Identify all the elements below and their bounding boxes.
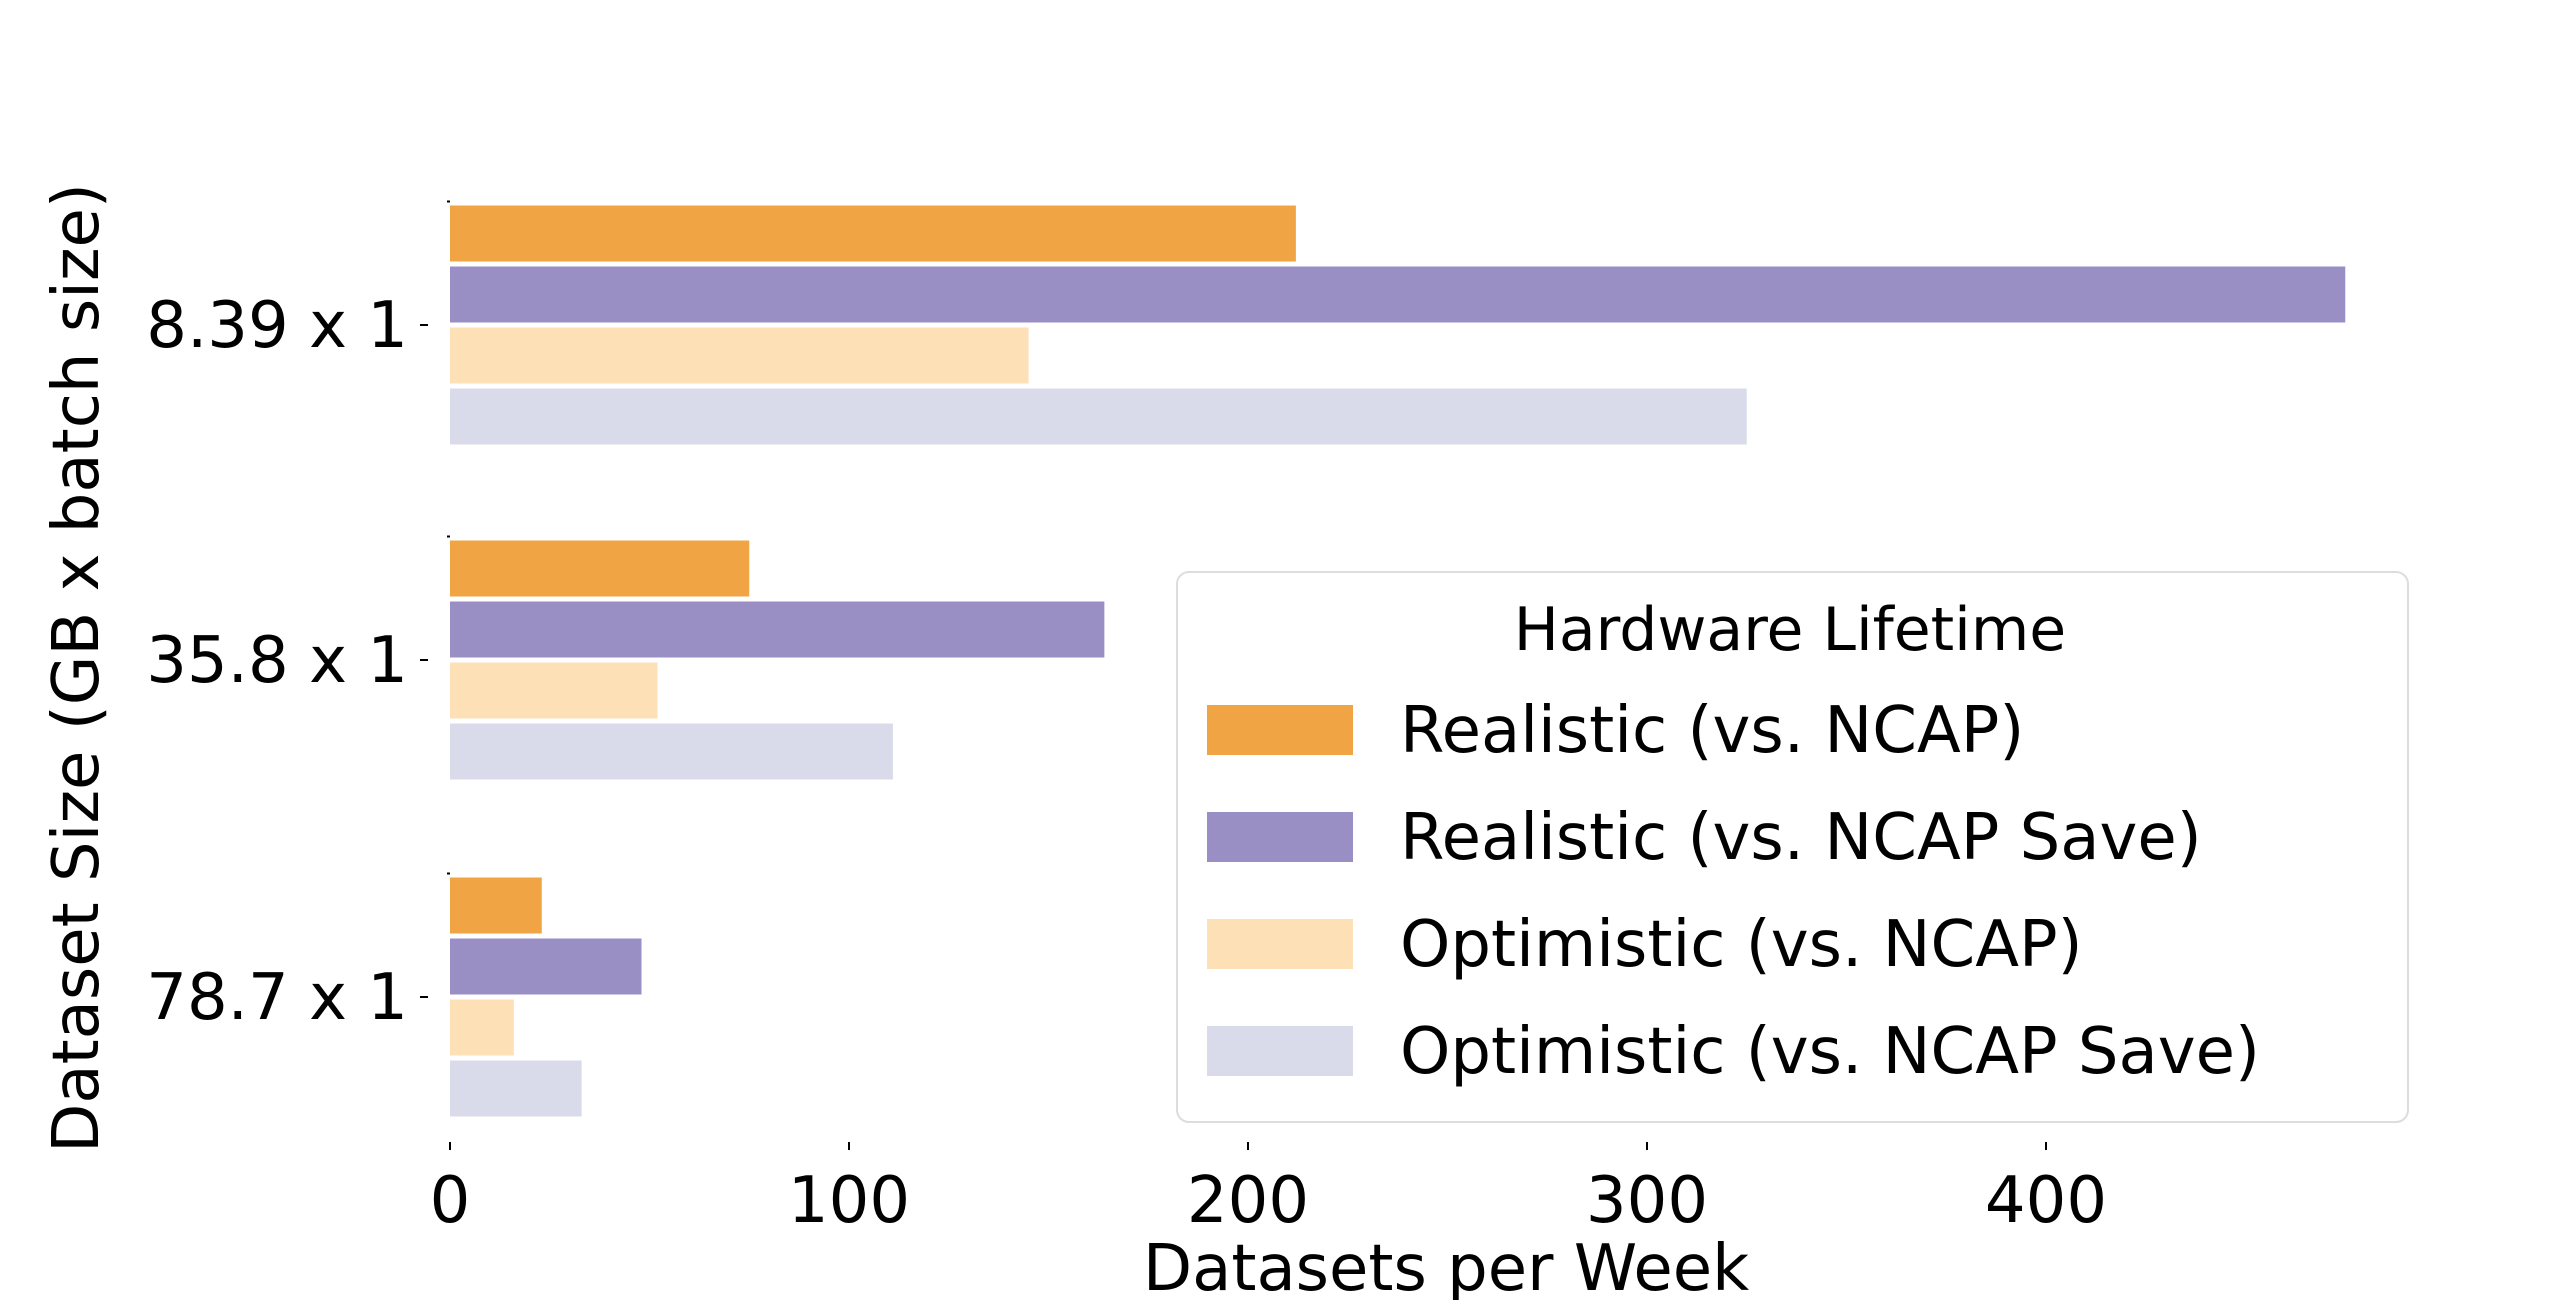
bar-1-2 <box>450 540 750 597</box>
bars-layer <box>450 205 2346 1117</box>
bar-2-3 <box>450 938 642 995</box>
legend-swatch <box>1207 812 1353 862</box>
x-tick-label: 300 <box>1586 1164 1708 1238</box>
legend: Hardware Lifetime Realistic (vs. NCAP)Re… <box>1176 571 2409 1123</box>
bar-3-1 <box>450 327 1029 384</box>
x-tick-label: 200 <box>1187 1164 1309 1238</box>
x-tick-label: 0 <box>430 1164 471 1238</box>
bar-2-1 <box>450 266 2346 323</box>
x-axis-label: Datasets per Week <box>1143 1232 1749 1300</box>
legend-label: Realistic (vs. NCAP Save) <box>1400 801 2202 875</box>
bar-4-2 <box>450 723 893 780</box>
legend-label: Optimistic (vs. NCAP) <box>1400 908 2083 982</box>
x-tick-label: 100 <box>788 1164 910 1238</box>
bar-1-1 <box>450 205 1296 262</box>
legend-title: Hardware Lifetime <box>1514 595 2066 665</box>
x-tick-label: 400 <box>1985 1164 2107 1238</box>
legend-label: Optimistic (vs. NCAP Save) <box>1400 1015 2260 1089</box>
legend-label: Realistic (vs. NCAP) <box>1400 694 2024 768</box>
bar-4-1 <box>450 388 1747 445</box>
bar-3-3 <box>450 999 514 1056</box>
y-tick-label: 8.39 x 1 <box>146 289 408 363</box>
bar-4-3 <box>450 1060 582 1117</box>
legend-swatch <box>1207 919 1353 969</box>
legend-swatch <box>1207 705 1353 755</box>
legend-frame <box>1176 571 2409 1123</box>
bar-1-3 <box>450 877 542 934</box>
y-axis-label: Dataset Size (GB x batch size) <box>40 183 114 1153</box>
y-tick-label: 35.8 x 1 <box>146 624 408 698</box>
bar-3-2 <box>450 662 658 719</box>
bar-2-2 <box>450 601 1105 658</box>
legend-entries: Realistic (vs. NCAP) Realistic (vs. NCAP … <box>1207 694 2260 1089</box>
y-axis: 8.39 x 1 35.8 x 1 78.7 x 1 <box>146 200 450 1035</box>
y-tick-label: 78.7 x 1 <box>146 961 408 1035</box>
x-axis: 0 100 200 300 400 <box>430 1142 2107 1238</box>
legend-swatch <box>1207 1026 1353 1076</box>
